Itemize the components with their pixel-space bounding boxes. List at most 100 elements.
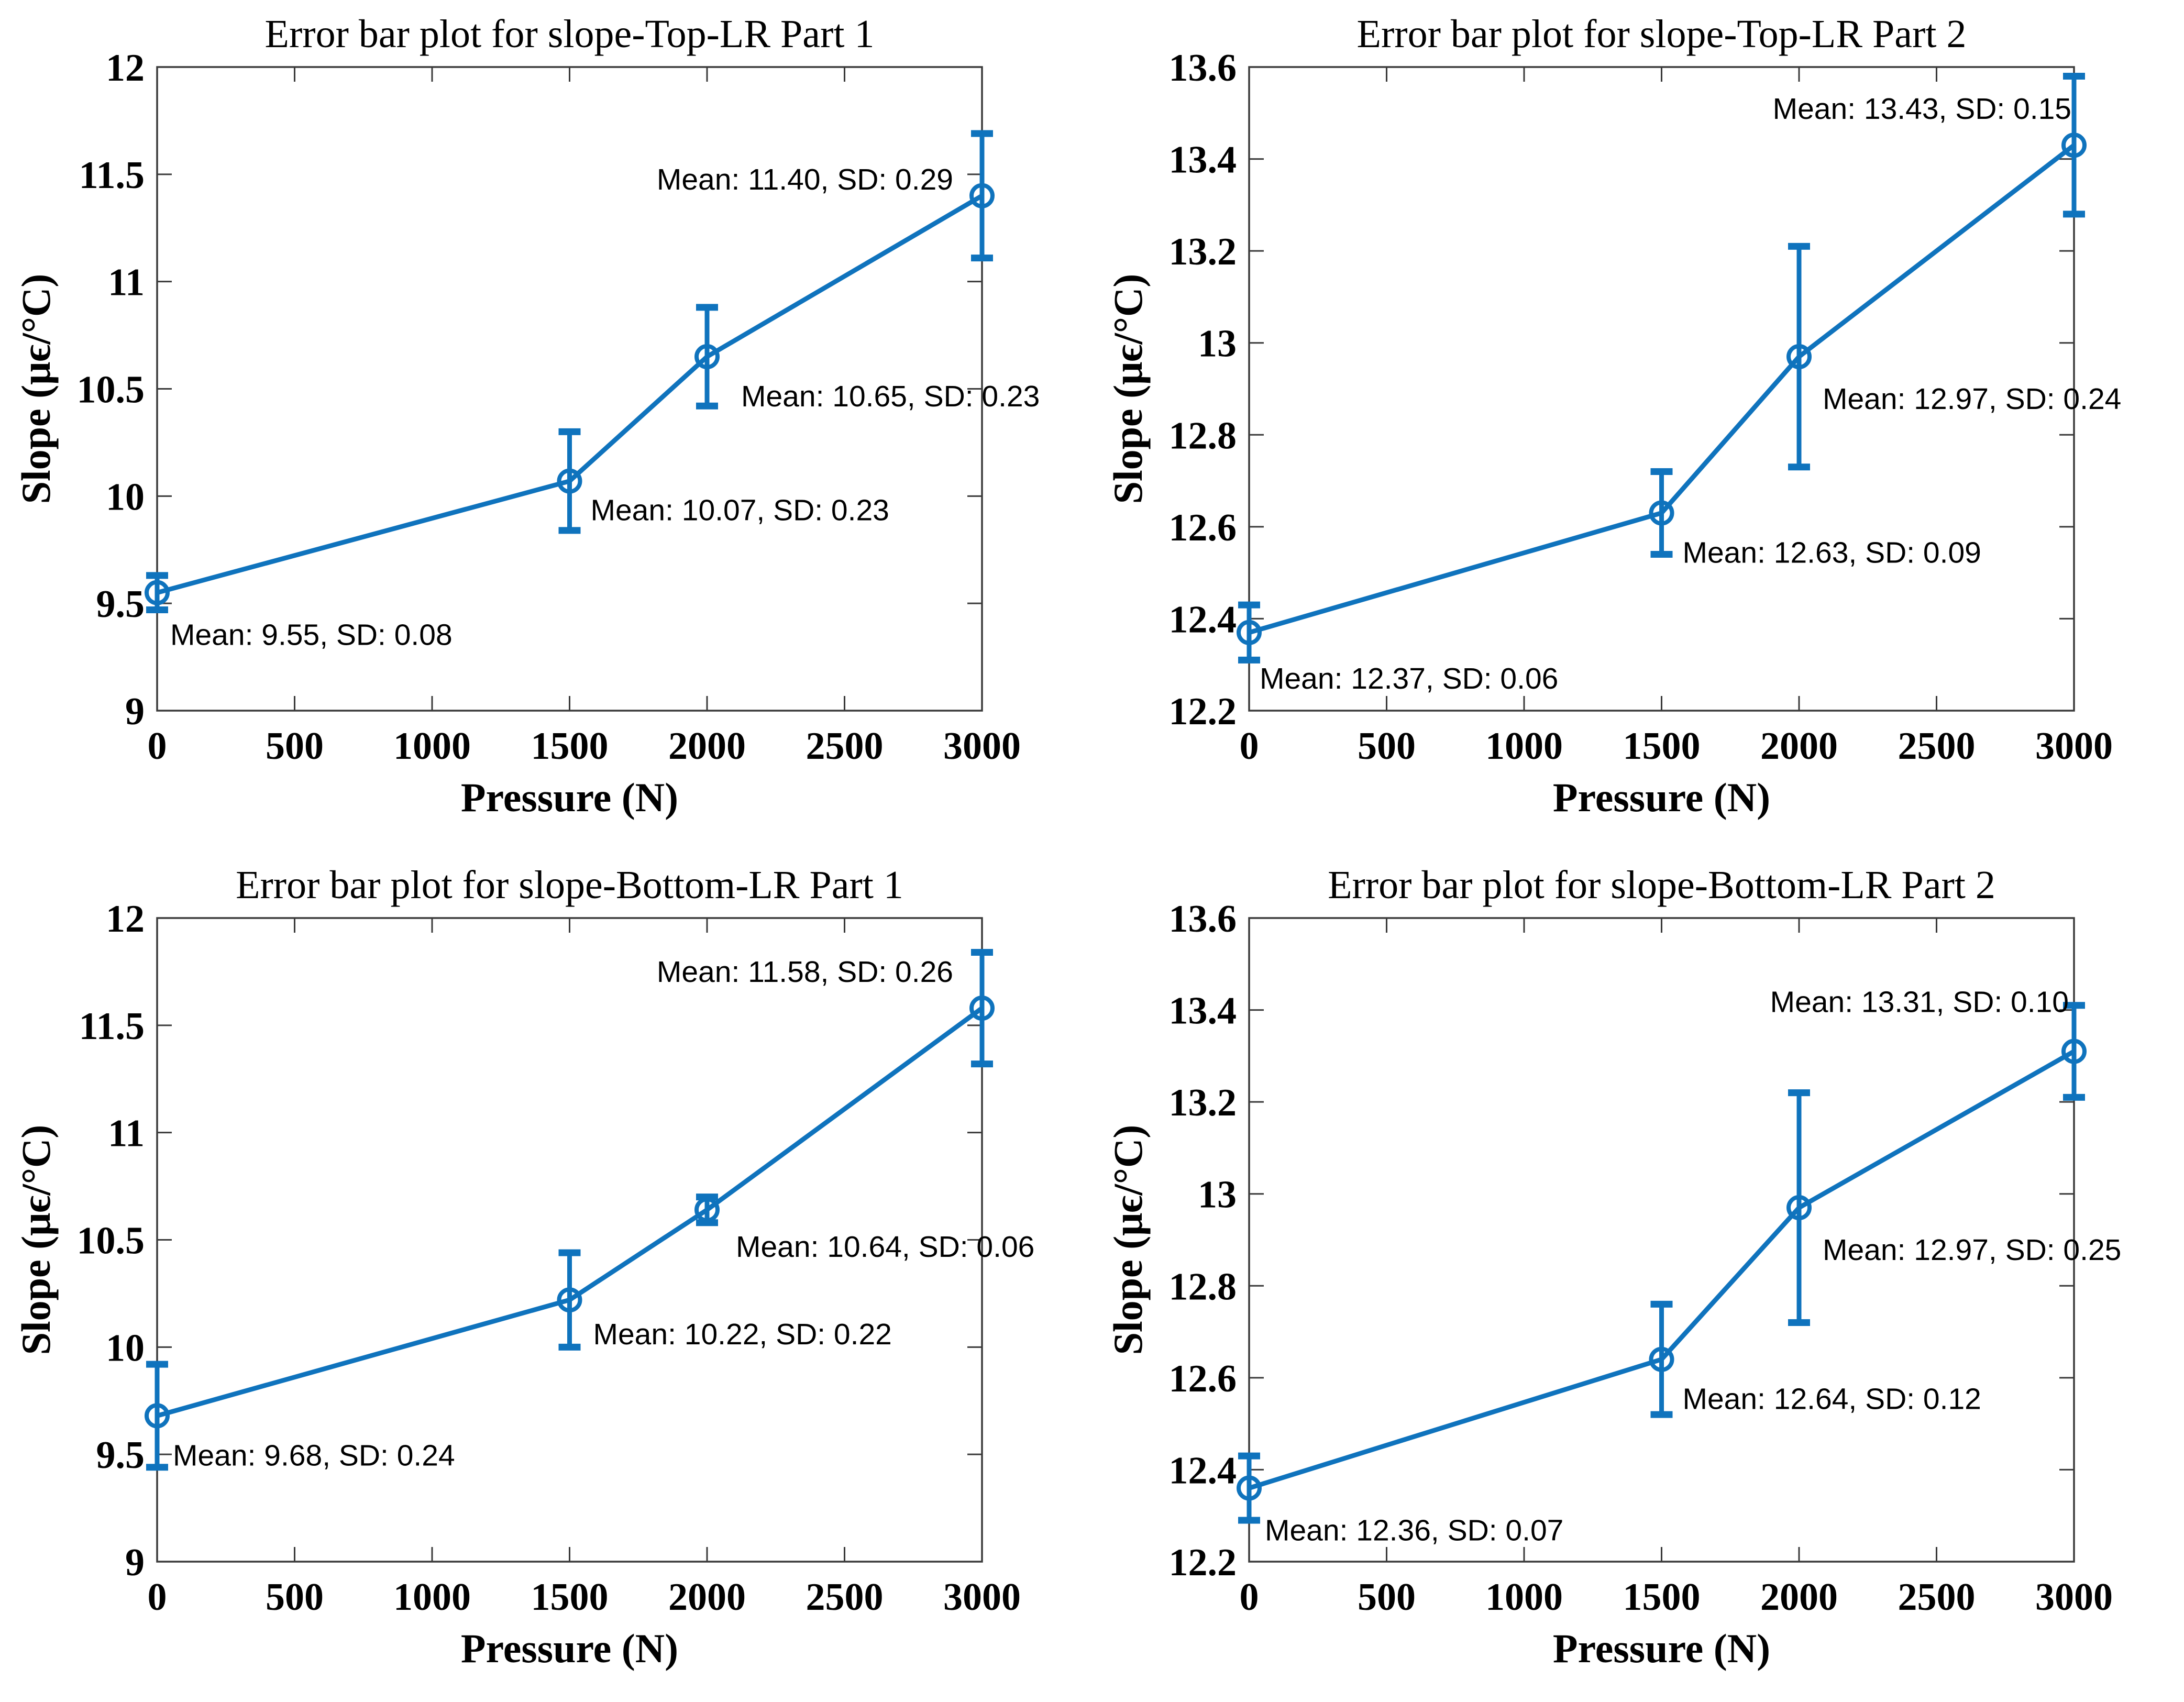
y-tick-label: 10.5 xyxy=(77,369,145,412)
x-tick-label: 2000 xyxy=(1760,725,1838,768)
data-point-marker xyxy=(1649,1346,1674,1372)
series-line xyxy=(156,193,984,595)
data-point-marker xyxy=(1786,344,1812,370)
y-tick-label: 12.4 xyxy=(1169,598,1237,641)
y-tick-label: 11.5 xyxy=(79,154,145,197)
y-tick-label: 11 xyxy=(108,261,145,304)
errorbar-chart-bottom-left: 0 500 1000 1500 2000 2500 3000 9 9.5 10 10.5 11 11.5… xyxy=(13,863,1034,1671)
y-tick-label: 12.4 xyxy=(1169,1449,1237,1492)
data-point-annotation: Mean: 10.22, SD: 0.22 xyxy=(593,1318,892,1351)
y-tick-label: 13.6 xyxy=(1169,898,1237,941)
x-tick-label: 3000 xyxy=(2035,1576,2113,1619)
y-tick-label: 9 xyxy=(125,690,145,733)
data-point-marker xyxy=(969,183,995,208)
y-axis-label: Slope (μϵ/°C) xyxy=(13,274,59,504)
y-tick-label: 12.8 xyxy=(1169,414,1237,457)
chart-title: Error bar plot for slope-Bottom-LR Part … xyxy=(236,863,903,907)
y-tick-label: 12.6 xyxy=(1169,1357,1237,1400)
data-point-annotation: Mean: 10.65, SD: 0.23 xyxy=(741,380,1040,413)
y-tick-label: 9 xyxy=(125,1541,145,1584)
x-tick-label: 500 xyxy=(266,1576,324,1619)
y-tick-label: 11 xyxy=(108,1112,145,1155)
data-point-annotation: Mean: 12.97, SD: 0.25 xyxy=(1823,1233,2121,1267)
y-tick-label: 12.6 xyxy=(1169,506,1237,549)
data-point-marker xyxy=(2061,1038,2087,1064)
data-point-annotation: Mean: 9.55, SD: 0.08 xyxy=(170,618,453,652)
x-tick-label: 1000 xyxy=(393,1576,471,1619)
x-tick-label: 500 xyxy=(1358,725,1416,768)
x-tick-label: 0 xyxy=(148,725,167,768)
y-tick-label: 13 xyxy=(1198,1174,1237,1217)
x-tick-label: 2500 xyxy=(1898,725,1976,768)
y-tick-label: 12.2 xyxy=(1169,690,1237,733)
chart-title: Error bar plot for slope-Bottom-LR Part … xyxy=(1328,863,1995,907)
data-point-marker xyxy=(1237,1475,1262,1501)
data-point-annotation: Mean: 9.68, SD: 0.24 xyxy=(173,1439,455,1472)
x-axis-label: Pressure (N) xyxy=(1553,1626,1770,1671)
y-tick-label: 10.5 xyxy=(77,1220,145,1263)
y-tick-label: 9.5 xyxy=(96,583,145,626)
y-tick-label: 9.5 xyxy=(96,1434,145,1477)
x-tick-label: 1000 xyxy=(1485,1576,1563,1619)
x-tick-label: 500 xyxy=(266,725,324,768)
data-point-annotation: Mean: 11.40, SD: 0.29 xyxy=(657,163,953,196)
errorbar-chart-bottom-right: 0 500 1000 1500 2000 2500 3000 12.2 12.4 12.6 12.8… xyxy=(1105,863,2121,1671)
data-point-marker xyxy=(557,468,582,494)
x-axis-label: Pressure (N) xyxy=(461,1626,678,1671)
y-tick-label: 10 xyxy=(106,476,145,518)
y-tick-label: 12.8 xyxy=(1169,1265,1237,1308)
x-tick-label: 2500 xyxy=(1898,1576,1976,1619)
y-tick-label: 10 xyxy=(106,1327,145,1369)
y-tick-label: 12 xyxy=(106,898,145,941)
x-tick-label: 1000 xyxy=(393,725,471,768)
data-point-marker xyxy=(1649,500,1674,526)
x-tick-label: 1500 xyxy=(531,725,609,768)
data-point-annotation: Mean: 12.64, SD: 0.12 xyxy=(1683,1383,1981,1416)
y-tick-label: 13 xyxy=(1198,323,1237,366)
data-point-marker xyxy=(694,344,720,370)
y-tick-label: 12 xyxy=(106,47,145,90)
data-point-marker xyxy=(969,996,995,1021)
x-tick-label: 2500 xyxy=(806,725,884,768)
y-tick-label: 12.2 xyxy=(1169,1541,1237,1584)
chart-cell-top-left: 0 500 1000 1500 2000 2500 3000 9 9.5 10 10.5 11 11.5… xyxy=(0,0,1092,851)
x-axis-label: Pressure (N) xyxy=(1553,775,1770,820)
y-tick-label: 13.4 xyxy=(1169,990,1237,1033)
y-tick-label: 11.5 xyxy=(79,1005,145,1048)
chart-title: Error bar plot for slope-Top-LR Part 1 xyxy=(265,12,875,56)
x-tick-label: 1500 xyxy=(531,1576,609,1619)
data-point-annotation: Mean: 13.43, SD: 0.15 xyxy=(1773,92,2071,126)
x-axis-label: Pressure (N) xyxy=(461,775,678,820)
x-tick-label: 0 xyxy=(148,1576,167,1619)
x-tick-label: 500 xyxy=(1358,1576,1416,1619)
x-tick-label: 2000 xyxy=(668,725,746,768)
x-tick-label: 0 xyxy=(1240,1576,1259,1619)
data-point-annotation: Mean: 12.63, SD: 0.09 xyxy=(1683,536,1981,570)
data-point-annotation: Mean: 13.31, SD: 0.10 xyxy=(1770,986,2069,1019)
chart-cell-top-right: 0 500 1000 1500 2000 2500 3000 12.2 12.4 12.6 12.8… xyxy=(1092,0,2184,851)
y-axis-label: Slope (μϵ/°C) xyxy=(1105,274,1151,504)
chart-title: Error bar plot for slope-Top-LR Part 2 xyxy=(1357,12,1967,56)
x-tick-label: 3000 xyxy=(2035,725,2113,768)
errorbar-chart-top-right: 0 500 1000 1500 2000 2500 3000 12.2 12.4 12.6 12.8… xyxy=(1105,12,2121,820)
x-tick-label: 2500 xyxy=(806,1576,884,1619)
x-tick-label: 3000 xyxy=(943,725,1021,768)
series-line xyxy=(1248,143,2076,635)
x-tick-label: 2000 xyxy=(668,1576,746,1619)
x-tick-label: 1000 xyxy=(1485,725,1563,768)
data-point-annotation: Mean: 11.58, SD: 0.26 xyxy=(657,955,953,989)
x-tick-label: 0 xyxy=(1240,725,1259,768)
data-point-marker xyxy=(694,1197,720,1223)
x-tick-label: 1500 xyxy=(1623,725,1701,768)
y-tick-label: 13.6 xyxy=(1169,47,1237,90)
y-tick-label: 13.4 xyxy=(1169,139,1237,182)
data-point-annotation: Mean: 12.36, SD: 0.07 xyxy=(1265,1514,1563,1548)
data-point-marker xyxy=(145,1403,170,1429)
data-point-marker xyxy=(1786,1195,1812,1221)
x-tick-label: 3000 xyxy=(943,1576,1021,1619)
data-point-annotation: Mean: 10.07, SD: 0.23 xyxy=(591,494,889,527)
data-point-marker xyxy=(557,1287,582,1313)
series-line xyxy=(156,1006,984,1418)
series-line xyxy=(1248,1049,2076,1490)
